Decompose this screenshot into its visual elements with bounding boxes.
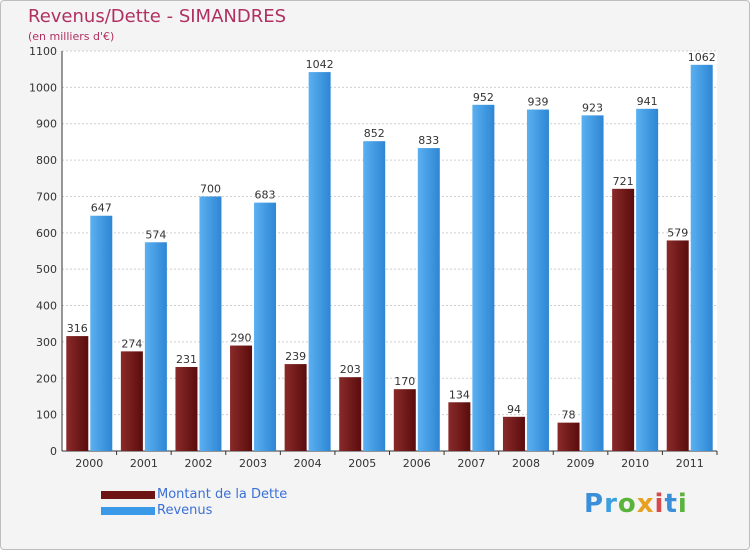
- proxiti-logo: Proxiti: [584, 489, 688, 519]
- x-tick-label: 2009: [567, 457, 595, 470]
- x-tick-label: 2008: [512, 457, 540, 470]
- data-label: 923: [582, 101, 603, 114]
- revenus-bar: [690, 64, 713, 451]
- dette-bar: [448, 402, 471, 451]
- x-tick-label: 2001: [130, 457, 158, 470]
- x-tick-label: 2006: [403, 457, 431, 470]
- dette-bar: [393, 389, 416, 451]
- data-label: 939: [527, 96, 548, 109]
- legend-swatch-revenus: [101, 507, 155, 515]
- revenus-bar: [526, 109, 549, 451]
- data-label: 78: [562, 409, 576, 422]
- dette-bar: [175, 367, 198, 451]
- data-label: 647: [91, 202, 112, 215]
- y-tick-label: 900: [36, 118, 57, 131]
- y-tick-label: 300: [36, 336, 57, 349]
- data-label: 316: [67, 322, 88, 335]
- x-tick-label: 2007: [457, 457, 485, 470]
- dette-bar: [557, 422, 580, 451]
- revenus-bar: [254, 202, 277, 451]
- revenus-bar: [417, 148, 440, 451]
- x-tick-label: 2000: [75, 457, 103, 470]
- data-label: 852: [364, 127, 385, 140]
- chart-subtitle: (en milliers d'€): [28, 30, 115, 43]
- x-tick-label: 2004: [294, 457, 322, 470]
- revenus-bar: [472, 104, 495, 452]
- data-label: 134: [449, 388, 470, 401]
- y-tick-label: 1000: [29, 81, 57, 94]
- data-label: 574: [145, 228, 166, 241]
- y-tick-label: 100: [36, 409, 57, 422]
- dette-bar: [666, 240, 689, 451]
- x-tick-label: 2005: [348, 457, 376, 470]
- revenus-bar: [636, 108, 659, 452]
- revenus-bar: [363, 141, 386, 451]
- y-tick-label: 800: [36, 154, 57, 167]
- data-label: 231: [176, 353, 197, 366]
- x-tick-label: 2011: [676, 457, 704, 470]
- y-tick-label: 200: [36, 372, 57, 385]
- dette-bar: [230, 345, 253, 451]
- legend-label-revenus: Revenus: [157, 503, 213, 518]
- x-tick-label: 2010: [621, 457, 649, 470]
- data-label: 952: [473, 91, 494, 104]
- revenus-bar: [199, 196, 222, 451]
- dette-bar: [502, 416, 525, 451]
- y-tick-label: 700: [36, 190, 57, 203]
- plot-area: [62, 51, 717, 451]
- data-label: 274: [121, 337, 142, 350]
- dette-bar: [66, 336, 89, 451]
- revenus-bar: [581, 115, 604, 451]
- dette-bar: [120, 351, 143, 451]
- data-label: 1062: [688, 51, 716, 64]
- legend-swatch-dette: [101, 491, 155, 499]
- data-label: 579: [667, 226, 688, 239]
- data-label: 170: [394, 375, 415, 388]
- y-tick-label: 1100: [29, 45, 57, 58]
- x-tick-label: 2003: [239, 457, 267, 470]
- y-tick-label: 400: [36, 300, 57, 313]
- data-label: 1042: [306, 58, 334, 71]
- y-tick-label: 0: [50, 445, 57, 458]
- data-label: 941: [637, 95, 658, 108]
- dette-bar: [612, 188, 635, 451]
- data-label: 700: [200, 182, 221, 195]
- data-label: 721: [613, 175, 634, 188]
- chart-title: Revenus/Dette - SIMANDRES: [28, 6, 287, 27]
- y-tick-label: 600: [36, 227, 57, 240]
- data-label: 833: [418, 134, 439, 147]
- dette-bar: [339, 377, 362, 451]
- y-tick-label: 500: [36, 263, 57, 276]
- data-label: 94: [507, 403, 521, 416]
- x-tick-label: 2002: [184, 457, 212, 470]
- revenus-bar: [90, 215, 113, 451]
- data-label: 683: [255, 189, 276, 202]
- revenus-bar: [308, 72, 331, 451]
- data-label: 239: [285, 350, 306, 363]
- revenus-bar: [144, 242, 167, 451]
- data-label: 203: [340, 363, 361, 376]
- legend-label-dette: Montant de la Dette: [157, 487, 288, 502]
- dette-bar: [284, 364, 307, 451]
- data-label: 290: [231, 332, 252, 345]
